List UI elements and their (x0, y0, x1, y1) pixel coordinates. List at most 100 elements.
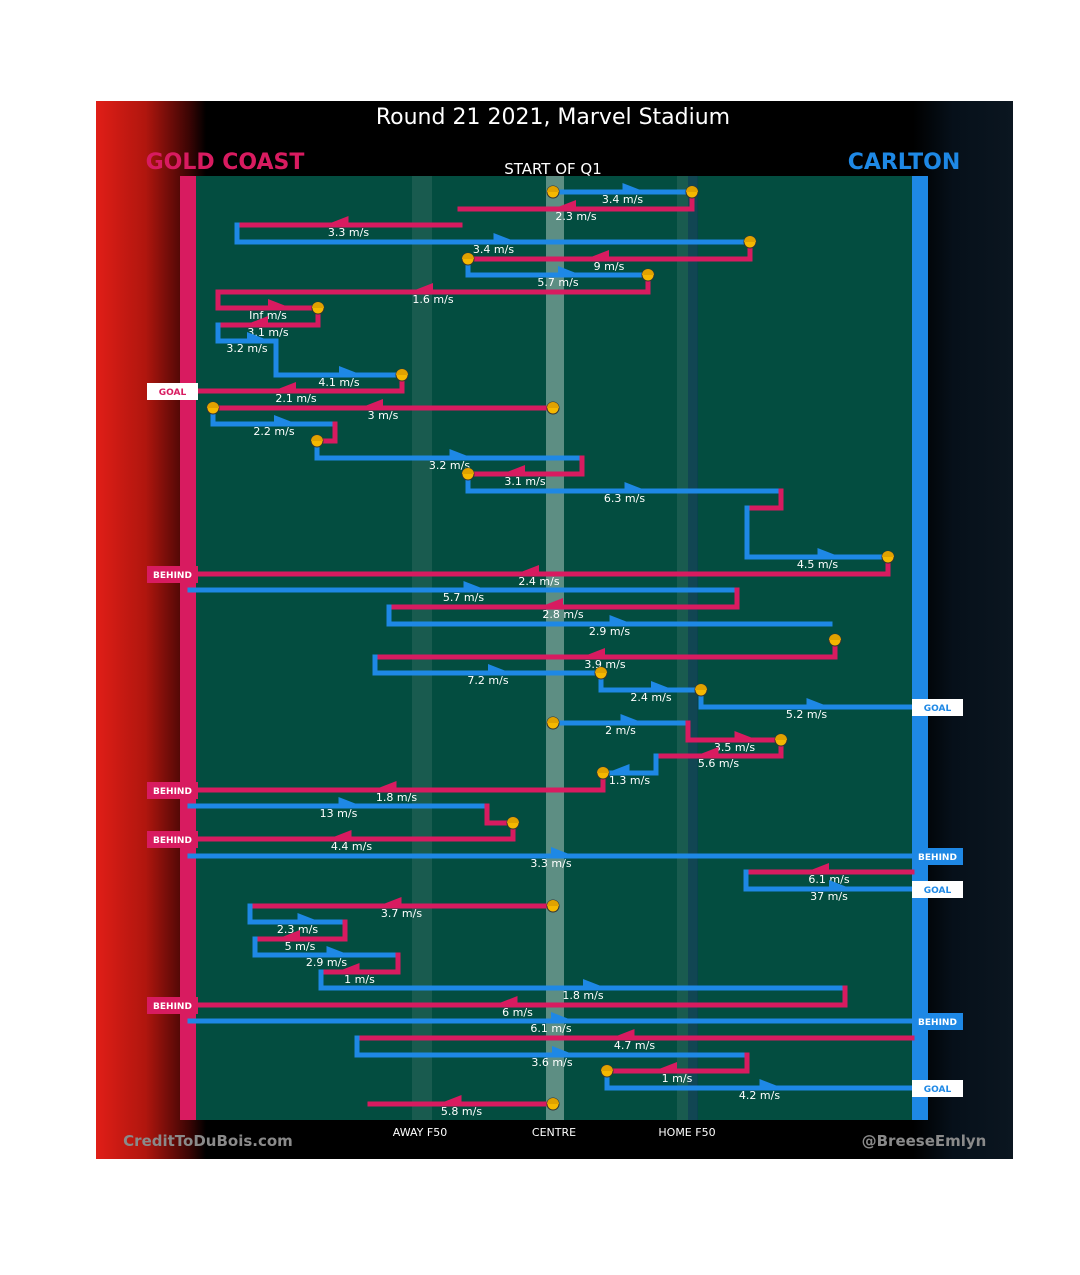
result-label: GOAL (159, 388, 187, 398)
direction-arrow (507, 465, 525, 472)
result-badge (147, 383, 198, 400)
result-label: BEHIND (153, 1002, 192, 1012)
direction-arrow (829, 880, 847, 887)
speed-label: 1.3 m/s (609, 774, 650, 787)
direction-arrow (659, 1062, 677, 1069)
direction-arrow (341, 963, 360, 970)
direction-arrow (734, 731, 753, 738)
result-badge (912, 699, 963, 716)
speed-label: 9 m/s (594, 260, 625, 273)
speed-label: 2.3 m/s (277, 923, 318, 936)
right-goal-post (912, 176, 928, 1120)
chain-segments: 3.4 m/s 2.3 m/s 3.3 m/s 3.4 m/s 9 m/s 5.7 m/s… (187, 183, 915, 1118)
centre-line (546, 176, 564, 1120)
result-badge (147, 831, 198, 848)
result-label: BEHIND (918, 853, 957, 863)
direction-arrow (333, 830, 352, 837)
speed-label: 5.2 m/s (786, 708, 827, 721)
right-team-name: CARLTON (848, 150, 961, 175)
speed-label: 3.4 m/s (473, 243, 514, 256)
result-label: BEHIND (153, 787, 192, 797)
direction-arrow (282, 930, 300, 937)
speed-label: 1.8 m/s (562, 989, 603, 1002)
direction-arrow (817, 548, 836, 555)
result-label: GOAL (924, 886, 952, 896)
direction-arrow (463, 581, 482, 588)
direction-arrow (624, 482, 643, 489)
stoppage-marker-half (207, 402, 219, 408)
stoppage-marker-half (462, 253, 474, 259)
speed-label: 2 m/s (605, 724, 636, 737)
direction-arrow (620, 714, 639, 721)
speed-label: 5.8 m/s (441, 1105, 482, 1118)
speed-label: 2.2 m/s (253, 425, 294, 438)
direction-arrow (591, 250, 609, 257)
direction-arrow (651, 681, 669, 688)
speed-label: 4.2 m/s (739, 1089, 780, 1102)
speed-label: 13 m/s (320, 807, 358, 820)
direction-arrow (583, 979, 601, 986)
direction-arrow (247, 332, 265, 339)
direction-arrow (493, 233, 512, 240)
speed-label: 1.8 m/s (376, 791, 417, 804)
stoppage-marker-half (462, 468, 474, 474)
result-badge (147, 997, 198, 1014)
direction-arrow (700, 747, 719, 754)
left-team-name: GOLD COAST (146, 150, 305, 175)
result-label: GOAL (924, 1085, 952, 1095)
direction-arrow (499, 996, 518, 1003)
period-label: START OF Q1 (504, 160, 602, 178)
speed-label: 7.2 m/s (467, 674, 508, 687)
stoppage-marker-half (597, 767, 609, 773)
speed-label: 37 m/s (810, 890, 848, 903)
speed-label: 5.6 m/s (698, 757, 739, 770)
stoppage-marker-half (695, 684, 707, 690)
speed-label: 3.3 m/s (328, 226, 369, 239)
speed-label: 3.1 m/s (247, 326, 288, 339)
speed-label: 3.5 m/s (714, 741, 755, 754)
speed-label: 5.7 m/s (443, 591, 484, 604)
speed-label: 3.6 m/s (531, 1056, 572, 1069)
direction-arrow (278, 382, 296, 389)
direction-arrow (616, 1029, 635, 1036)
direction-arrow (551, 847, 569, 854)
stoppage-marker-half (547, 1098, 559, 1104)
direction-arrow (330, 216, 349, 223)
speed-label: 5.7 m/s (537, 276, 578, 289)
right-team-gradient (913, 101, 1013, 1159)
tick-centre: CENTRE (532, 1126, 576, 1139)
speed-label: 1 m/s (344, 973, 375, 986)
speed-label: 4.4 m/s (331, 840, 372, 853)
result-label: BEHIND (153, 571, 192, 581)
result-badge (912, 1013, 963, 1030)
direction-arrow (268, 299, 286, 306)
direction-arrow (552, 1046, 570, 1053)
stoppage-marker-half (547, 402, 559, 408)
speed-label: 6.3 m/s (604, 492, 645, 505)
speed-label: 3.2 m/s (429, 459, 470, 472)
result-label: BEHIND (918, 1018, 957, 1028)
direction-arrow (521, 565, 539, 572)
speed-label: 6 m/s (502, 1006, 533, 1019)
direction-arrow (551, 1012, 569, 1019)
stoppage-marker-half (686, 186, 698, 192)
speed-label: 1 m/s (662, 1072, 693, 1085)
direction-arrow (609, 615, 628, 622)
speed-label: Inf m/s (249, 309, 287, 322)
direction-arrow (339, 366, 357, 373)
speed-label: 3.2 m/s (226, 342, 267, 355)
speed-label: 4.1 m/s (318, 376, 359, 389)
speed-label: 3.1 m/s (504, 475, 545, 488)
stoppage-marker-half (547, 186, 559, 192)
left-goal-post (180, 176, 196, 1120)
result-label: GOAL (924, 704, 952, 714)
direction-arrow (806, 698, 825, 705)
result-badges: GOAL BEHIND GOAL BEHIND BEHIND BEHIND GOAL BEHI… (147, 383, 963, 1097)
tick-away-f50: AWAY F50 (393, 1126, 447, 1139)
speed-label: 2.1 m/s (275, 392, 316, 405)
home-f50-band (688, 176, 698, 1120)
away-f50-line (412, 176, 432, 1120)
stoppage-marker-half (507, 817, 519, 823)
speed-label: 2.9 m/s (306, 956, 347, 969)
